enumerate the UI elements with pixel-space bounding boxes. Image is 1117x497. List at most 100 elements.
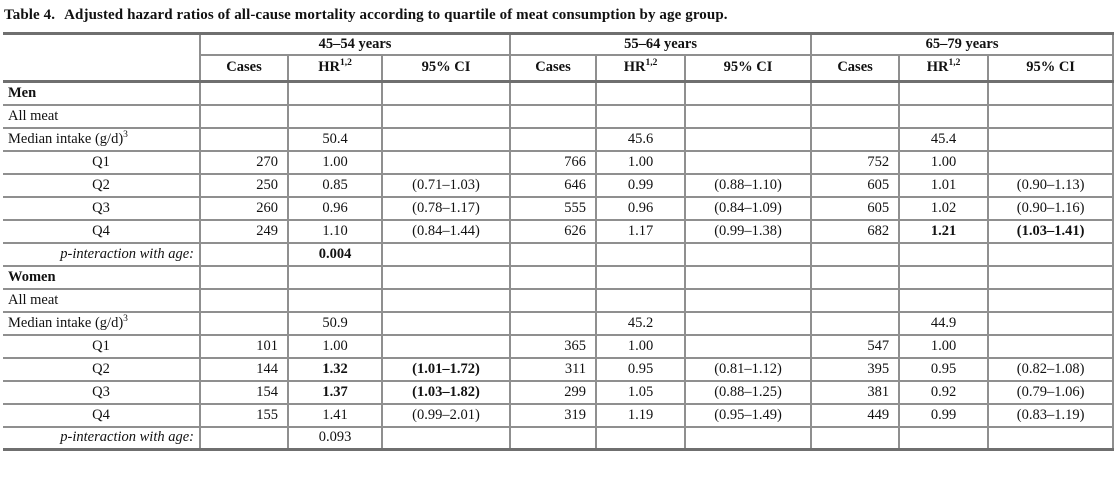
row-label: p-interaction with age: [3,425,201,451]
cell: 260 [199,195,289,221]
cell [380,241,512,267]
cell [898,80,990,106]
table-title: Table 4. Adjusted hazard ratios of all-c… [4,7,1114,24]
table-row: All meat [3,103,1115,129]
cell: 1.37 [287,379,383,405]
cell: 1.21 [898,218,990,244]
table-row: Q1 101 1.00 365 1.00 547 1.00 [3,333,1115,359]
row-label: Q4 [3,218,201,244]
table-row: p-interaction with age: 0.093 [3,425,1115,451]
header-row-columns: Cases HR1,2 95% CI Cases HR1,2 95% CI Ca… [3,53,1115,83]
cell [684,310,813,336]
cell [810,103,901,129]
cell: 1.00 [898,333,990,359]
cell [684,103,813,129]
cell: 0.093 [287,425,383,451]
cell: 1.00 [595,333,687,359]
table-row: Q2 250 0.85 (0.71–1.03) 646 0.99 (0.88–1.10) 60… [3,172,1115,198]
row-label: Q3 [3,379,201,405]
cell: (0.81–1.12) [684,356,813,382]
cell [595,241,687,267]
cell [898,241,990,267]
cell: 45.4 [898,126,990,152]
hazard-ratio-table: 45–54 years 55–64 years 65–79 years Case… [3,32,1115,451]
table-row: Median intake (g/d)3 50.9 45.2 44.9 [3,310,1115,336]
cell: (0.71–1.03) [380,172,512,198]
cell [509,425,598,451]
cell: 1.10 [287,218,383,244]
cell: 44.9 [898,310,990,336]
row-label: Men [3,80,201,106]
cell: 1.02 [898,195,990,221]
cell [810,126,901,152]
cell [987,425,1115,451]
cell: (0.99–2.01) [380,402,512,428]
cell [287,80,383,106]
cell [810,80,901,106]
cell: (0.99–1.38) [684,218,813,244]
table-row: Q3 154 1.37 (1.03–1.82) 299 1.05 (0.88–1.25) 38… [3,379,1115,405]
page: Table 4. Adjusted hazard ratios of all-c… [3,7,1115,451]
cell [810,425,901,451]
table-row: Women [3,264,1115,290]
cell [810,287,901,313]
cell [987,310,1115,336]
cell: 249 [199,218,289,244]
cell [287,287,383,313]
cell [509,310,598,336]
cell: 0.95 [898,356,990,382]
cell: 270 [199,149,289,175]
table-row: Q4 249 1.10 (0.84–1.44) 626 1.17 (0.99–1.38) 68… [3,218,1115,244]
cell: 311 [509,356,598,382]
cell: 1.05 [595,379,687,405]
cell: 0.92 [898,379,990,405]
cell: (0.78–1.17) [380,195,512,221]
label-footnote-marker: 3 [123,129,128,140]
cell [509,287,598,313]
corner-cell [3,32,201,83]
table-number: Table 4. [4,7,56,23]
cell [810,310,901,336]
cell: 299 [509,379,598,405]
cell: 646 [509,172,598,198]
cell: 547 [810,333,901,359]
cell [199,241,289,267]
cell: 0.004 [287,241,383,267]
cell: 250 [199,172,289,198]
age-group-header-55-64: 55–64 years [509,32,813,56]
cell [810,264,901,290]
cell: 365 [509,333,598,359]
table-row: Q2 144 1.32 (1.01–1.72) 311 0.95 (0.81–1.12) 39… [3,356,1115,382]
hr-footnote-marker: 1,2 [339,58,352,69]
table-row: Median intake (g/d)3 50.4 45.6 45.4 [3,126,1115,152]
cell [595,80,687,106]
cell: 1.19 [595,402,687,428]
cell: (0.84–1.44) [380,218,512,244]
hr-header: HR1,2 [595,53,687,83]
cell: 395 [810,356,901,382]
cell: 1.00 [595,149,687,175]
cell [684,241,813,267]
cell [509,103,598,129]
cell [380,126,512,152]
cell: 1.17 [595,218,687,244]
cell [684,333,813,359]
cell: 1.41 [287,402,383,428]
cell [380,287,512,313]
table-row: All meat [3,287,1115,313]
cell [509,264,598,290]
cell: 605 [810,172,901,198]
row-label: Q3 [3,195,201,221]
table-row: Q3 260 0.96 (0.78–1.17) 555 0.96 (0.84–1.09) 60… [3,195,1115,221]
cell [987,241,1115,267]
cell: 626 [509,218,598,244]
cases-header: Cases [810,53,901,83]
cell: (0.83–1.19) [987,402,1115,428]
cell: 144 [199,356,289,382]
row-label: Median intake (g/d)3 [3,310,201,336]
ci-header: 95% CI [380,53,512,83]
cell [380,149,512,175]
cell: (0.79–1.06) [987,379,1115,405]
cell [380,425,512,451]
row-label: Q1 [3,333,201,359]
